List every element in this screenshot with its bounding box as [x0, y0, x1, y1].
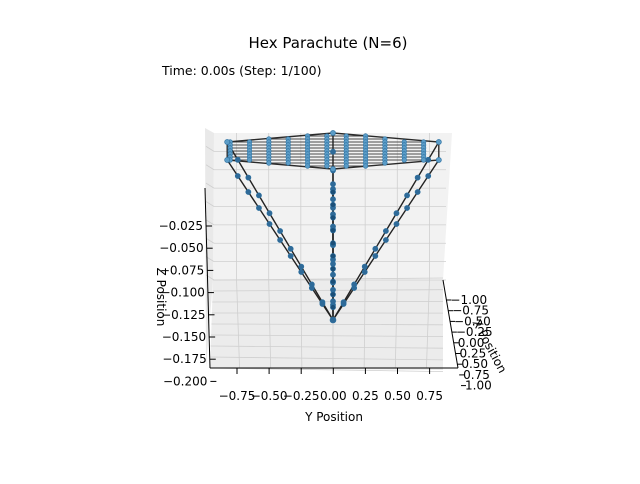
- line-node: [246, 189, 251, 194]
- line-node: [373, 246, 378, 251]
- line-node: [404, 205, 409, 210]
- canopy-vertex-node: [330, 130, 335, 135]
- time-step-label: Time: 0.00s (Step: 1/100): [162, 63, 322, 78]
- line-node: [330, 228, 335, 233]
- line-node: [383, 237, 388, 242]
- canopy-node: [325, 164, 330, 169]
- y-tick-label: −0.25: [283, 389, 320, 403]
- line-node: [330, 241, 335, 246]
- line-node: [404, 193, 409, 198]
- canopy-vertex-node: [436, 139, 441, 144]
- line-node: [394, 221, 399, 226]
- y-tick-label: 0.25: [352, 389, 379, 403]
- line-node: [299, 269, 304, 274]
- line-node: [330, 253, 335, 258]
- canopy-vertex-node: [225, 157, 230, 162]
- payload-node: [330, 317, 336, 323]
- line-node: [426, 173, 431, 178]
- line-node: [415, 189, 420, 194]
- z-tick-label: −0.025: [159, 219, 203, 233]
- canopy-node: [383, 161, 388, 166]
- z-tick-label: −0.050: [159, 241, 203, 255]
- canopy-node: [286, 161, 291, 166]
- line-node: [235, 157, 240, 162]
- canopy-node: [402, 158, 407, 163]
- line-node: [352, 282, 357, 287]
- y-tick-label: 0.75: [416, 389, 443, 403]
- y-tick-label: 0.50: [384, 389, 411, 403]
- line-node: [426, 157, 431, 162]
- canopy-node: [421, 158, 426, 163]
- line-node: [330, 292, 335, 297]
- line-node: [362, 269, 367, 274]
- z-tick-label: −0.200: [163, 374, 207, 388]
- line-node: [309, 285, 314, 290]
- canopy-vertex-node: [330, 166, 335, 171]
- line-node: [320, 301, 325, 306]
- line-node: [362, 264, 367, 269]
- line-node: [330, 189, 335, 194]
- canopy-node: [344, 164, 349, 169]
- canopy-node: [247, 158, 252, 163]
- line-node: [330, 202, 335, 207]
- line-node: [330, 279, 335, 284]
- line-node: [330, 149, 335, 154]
- x-tick-label: 1.00: [465, 379, 492, 393]
- line-node: [330, 182, 335, 187]
- canopy-vertex-node: [225, 139, 230, 144]
- canopy-node: [267, 161, 272, 166]
- y-tick-label: 0.00: [320, 389, 347, 403]
- line-node: [277, 228, 282, 233]
- line-node: [277, 237, 282, 242]
- line-node: [246, 175, 251, 180]
- line-node: [235, 173, 240, 178]
- line-node: [330, 266, 335, 271]
- line-node: [394, 211, 399, 216]
- line-node: [383, 228, 388, 233]
- line-node: [330, 215, 335, 220]
- canopy-node: [305, 164, 310, 169]
- line-node: [267, 221, 272, 226]
- line-node: [330, 305, 335, 310]
- line-node: [256, 193, 261, 198]
- line-node: [267, 211, 272, 216]
- line-node: [330, 299, 335, 304]
- line-node: [341, 300, 346, 305]
- line-node: [373, 253, 378, 258]
- line-node: [415, 175, 420, 180]
- canopy-vertex-node: [436, 157, 441, 162]
- canopy-node: [363, 164, 368, 169]
- z-axis-label: Z Position: [154, 268, 168, 327]
- line-node: [330, 197, 335, 202]
- line-node: [288, 246, 293, 251]
- line-node: [299, 264, 304, 269]
- z-tick-label: −0.175: [162, 352, 206, 366]
- line-node: [330, 272, 335, 277]
- z-tick-label: −0.150: [162, 330, 206, 344]
- chart-title: Hex Parachute (N=6): [0, 34, 640, 52]
- line-node: [288, 253, 293, 258]
- line-node: [330, 261, 335, 266]
- line-node: [256, 205, 261, 210]
- y-axis-label: Y Position: [304, 410, 363, 424]
